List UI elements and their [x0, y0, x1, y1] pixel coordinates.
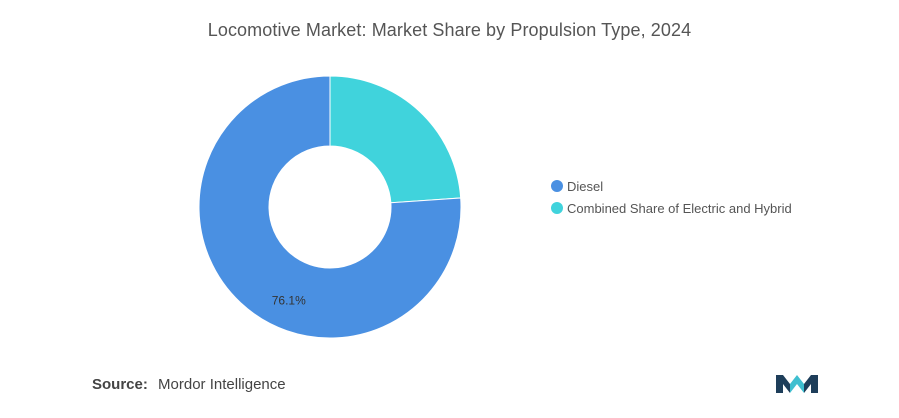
- legend-label-diesel: Diesel: [567, 178, 604, 194]
- logo-shape-right: [804, 375, 818, 393]
- legend-item-electric-hybrid: Combined Share of Electric and Hybrid: [551, 198, 792, 218]
- mordor-intelligence-logo-icon: [776, 375, 818, 393]
- logo-shape-left: [776, 375, 790, 393]
- logo-shape-middle: [790, 375, 804, 393]
- legend-label-electric-hybrid: Combined Share of Electric and Hybrid: [567, 200, 792, 216]
- source-note: Source: Mordor Intelligence: [92, 376, 286, 393]
- legend-swatch-diesel: [551, 180, 563, 192]
- legend-swatch-electric-hybrid: [551, 202, 563, 214]
- source-name: Mordor Intelligence: [158, 376, 286, 393]
- donut-slice-combined-share-of-electric-and-hybrid: [329, 75, 462, 204]
- source-prefix: Source:: [92, 376, 148, 393]
- donut-slice-diesel: [198, 75, 462, 339]
- donut-data-label-diesel: 76.1%: [272, 293, 306, 307]
- chart-legend: Diesel Combined Share of Electric and Hy…: [551, 176, 792, 220]
- chart-title: Locomotive Market: Market Share by Propu…: [207, 20, 692, 40]
- legend-item-diesel: Diesel: [551, 176, 792, 196]
